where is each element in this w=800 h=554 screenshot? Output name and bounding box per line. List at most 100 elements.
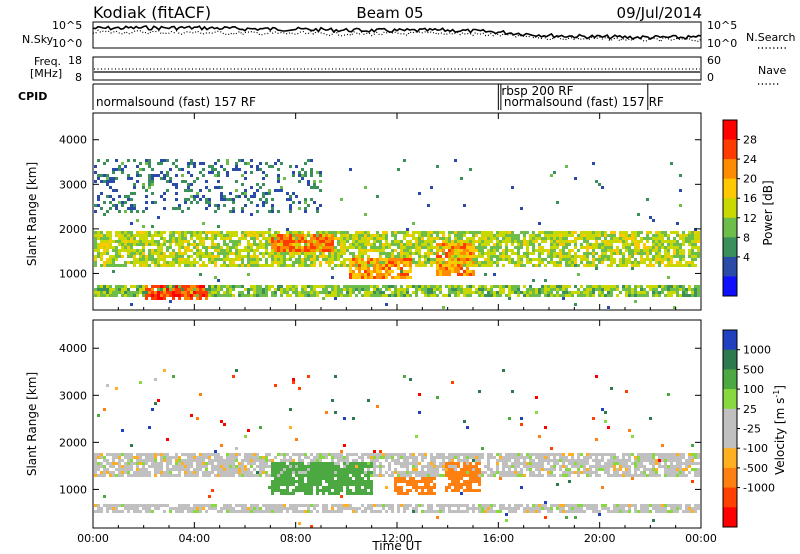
heat-cell bbox=[220, 294, 223, 297]
heat-cell bbox=[472, 252, 475, 255]
heat-cell bbox=[163, 459, 166, 462]
heat-cell bbox=[145, 504, 148, 507]
heat-cell bbox=[436, 471, 439, 474]
heat-cell bbox=[136, 174, 139, 177]
heat-cell bbox=[472, 264, 475, 267]
heat-cell bbox=[202, 288, 205, 291]
heat-cell bbox=[514, 459, 517, 462]
heat-cell bbox=[319, 252, 322, 255]
heat-cell bbox=[124, 261, 127, 264]
heat-cell bbox=[250, 261, 253, 264]
heat-cell bbox=[382, 249, 385, 252]
heat-cell bbox=[568, 471, 571, 474]
heat-cell bbox=[490, 246, 493, 249]
heat-cell bbox=[259, 468, 262, 471]
heat-cell bbox=[694, 285, 697, 288]
heat-cell bbox=[460, 234, 463, 237]
heat-cell bbox=[181, 234, 184, 237]
heat-cell bbox=[199, 234, 202, 237]
heat-cell bbox=[211, 243, 214, 246]
heat-cell bbox=[166, 294, 169, 297]
noise-right-label: N.Search bbox=[746, 31, 796, 44]
heat-cell bbox=[106, 459, 109, 462]
heat-cell bbox=[187, 198, 190, 201]
heat-cell bbox=[316, 255, 319, 258]
heat-cell bbox=[430, 246, 433, 249]
heat-cell bbox=[148, 183, 151, 186]
heat-cell bbox=[247, 234, 250, 237]
heat-cell bbox=[673, 264, 676, 267]
heat-cell bbox=[673, 255, 676, 258]
heat-cell bbox=[373, 237, 376, 240]
heat-cell bbox=[190, 261, 193, 264]
heat-cell bbox=[274, 249, 277, 252]
heat-cell bbox=[427, 285, 430, 288]
heat-cell bbox=[208, 285, 211, 288]
heat-cell bbox=[124, 456, 127, 459]
heat-cell bbox=[151, 258, 154, 261]
heat-cell bbox=[535, 249, 538, 252]
heat-cell bbox=[508, 294, 511, 297]
heat-cell bbox=[385, 270, 388, 273]
heat-cell bbox=[190, 471, 193, 474]
heat-cell bbox=[259, 186, 262, 189]
heat-cell bbox=[223, 198, 226, 201]
heat-cell bbox=[223, 462, 226, 465]
heat-cell bbox=[94, 465, 97, 468]
heat-cell bbox=[379, 468, 382, 471]
heat-cell bbox=[136, 294, 139, 297]
heat-cell bbox=[271, 294, 274, 297]
heat-cell bbox=[172, 474, 175, 477]
heat-cell bbox=[430, 504, 433, 507]
heat-cell bbox=[193, 198, 196, 201]
heat-cell bbox=[427, 471, 430, 474]
heat-cell bbox=[481, 453, 484, 456]
heat-cell bbox=[337, 291, 340, 294]
heat-cell bbox=[511, 507, 514, 510]
heat-cell bbox=[562, 507, 565, 510]
heat-cell bbox=[190, 162, 193, 165]
heat-cell bbox=[160, 456, 163, 459]
heat-cell bbox=[559, 453, 562, 456]
heat-cell bbox=[346, 258, 349, 261]
heat-cell bbox=[97, 465, 100, 468]
noise-series-search bbox=[92, 29, 702, 43]
heat-cell bbox=[388, 504, 391, 507]
heat-cell bbox=[190, 465, 193, 468]
heat-cell bbox=[313, 249, 316, 252]
heat-cell bbox=[511, 453, 514, 456]
heat-cell bbox=[658, 261, 661, 264]
heat-cell bbox=[541, 291, 544, 294]
heat-cell bbox=[163, 264, 166, 267]
noise-panel-frame bbox=[92, 21, 702, 49]
heat-cell bbox=[130, 444, 133, 447]
heat-cell bbox=[370, 486, 373, 489]
heat-cell bbox=[343, 507, 346, 510]
heat-cell bbox=[436, 243, 439, 246]
heat-cell bbox=[316, 462, 319, 465]
heat-cell bbox=[562, 462, 565, 465]
heat-cell bbox=[331, 231, 334, 234]
heat-cell bbox=[535, 474, 538, 477]
heat-cell bbox=[427, 507, 430, 510]
heat-cell bbox=[343, 465, 346, 468]
heat-cell bbox=[301, 480, 304, 483]
heat-cell bbox=[574, 264, 577, 267]
heat-cell bbox=[508, 255, 511, 258]
heat-cell bbox=[298, 231, 301, 234]
heat-cell bbox=[178, 507, 181, 510]
heat-cell bbox=[424, 285, 427, 288]
heat-cell bbox=[166, 261, 169, 264]
heat-cell bbox=[130, 204, 133, 207]
heat-cell bbox=[586, 249, 589, 252]
heat-cell bbox=[433, 258, 436, 261]
heat-cell bbox=[652, 264, 655, 267]
heat-cell bbox=[187, 462, 190, 465]
heat-cell bbox=[394, 480, 397, 483]
heat-cell bbox=[124, 471, 127, 474]
heat-cell bbox=[550, 447, 553, 450]
heat-cell bbox=[538, 231, 541, 234]
heat-cell bbox=[547, 456, 550, 459]
station-title: Kodiak (fitACF) bbox=[93, 3, 211, 22]
heat-cell bbox=[250, 474, 253, 477]
